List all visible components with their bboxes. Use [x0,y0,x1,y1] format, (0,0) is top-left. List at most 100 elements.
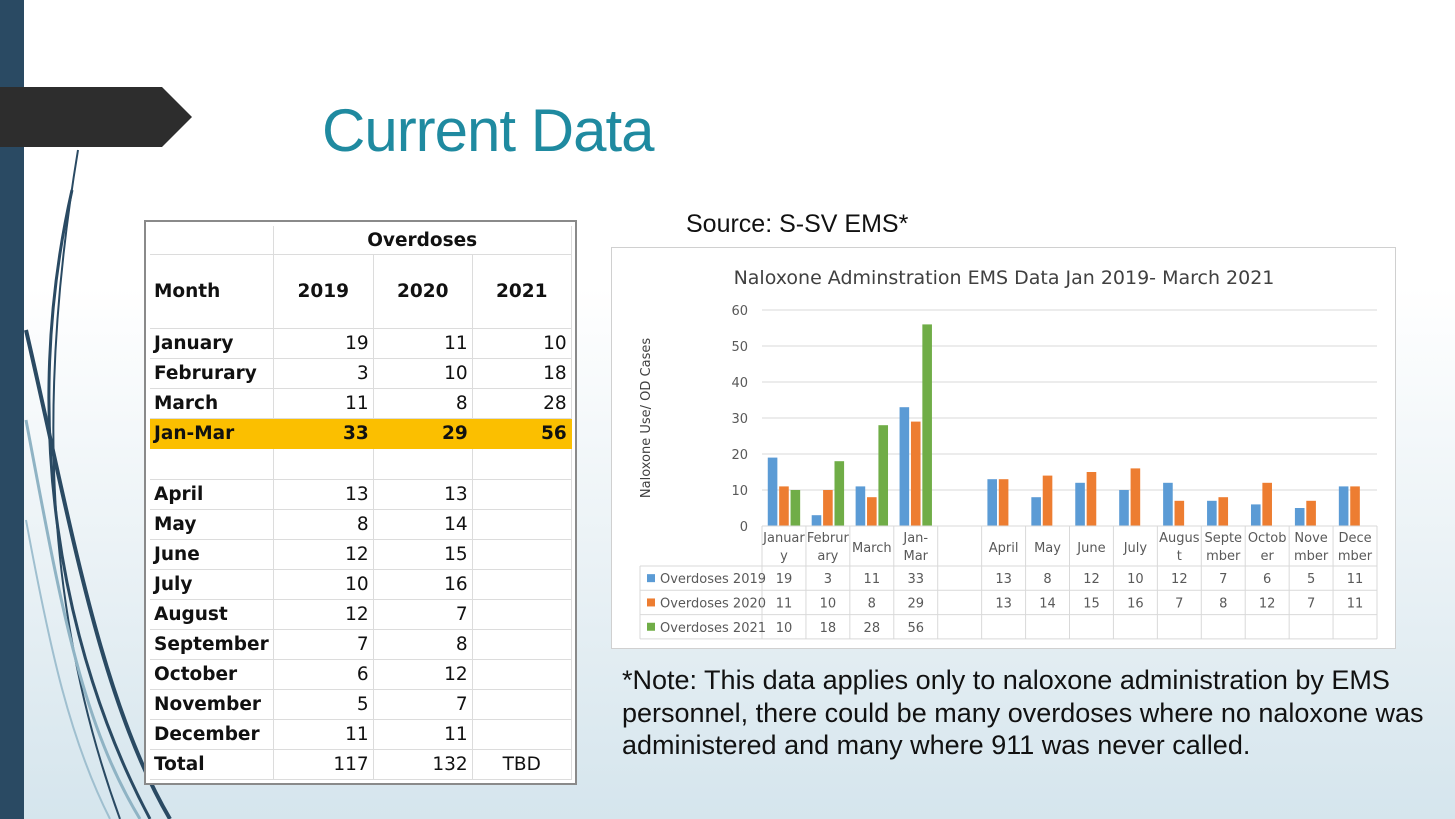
table-month-cell: November [150,689,274,720]
bar [1218,497,1229,526]
data-label: 33 [907,572,924,587]
x-tick-label: Februr [807,531,850,546]
x-tick-label: Octob [1248,531,1287,546]
table-value-cell: 13 [373,479,473,510]
x-tick-label: July [1123,541,1148,556]
table-value-cell: 8 [373,388,473,419]
bar [1119,490,1129,526]
data-label: 13 [995,596,1012,611]
x-tick-label: mber [1294,549,1329,564]
table-month-cell: August [150,599,274,630]
legend-swatch [647,598,655,607]
table-value-cell: 5 [273,689,374,720]
data-label: 14 [1039,596,1056,611]
bar [867,497,877,526]
legend-swatch [647,622,655,631]
bar [1294,508,1305,526]
table-total-value: TBD [472,749,572,780]
table-row: August 12 7 [150,599,572,630]
table-month-cell: October [150,659,274,690]
table-month-cell: March [150,388,274,419]
table-value-cell: 18 [472,358,572,389]
bar [823,490,833,526]
table-month-cell: Februrary [150,358,274,389]
legend-entry: Overdoses 2021 [660,621,766,636]
table-value-cell: 10 [472,328,572,359]
bar [899,407,910,526]
y-tick-label: 20 [731,448,748,463]
table-value-cell [472,479,572,510]
data-label: 3 [824,572,832,587]
overdoses-table: Overdoses Month 2019 2020 2021 January 19 11 10 F… [150,226,572,780]
table-value-cell [472,599,572,630]
x-tick-label: Augus [1159,531,1200,546]
data-label: 8 [868,596,876,611]
bar [1075,482,1085,526]
table-value-cell: 11 [373,719,473,750]
table-month-cell: July [150,569,274,600]
y-tick-label: 30 [731,412,748,427]
data-label: 11 [776,596,793,611]
table-value-cell: 14 [373,509,473,540]
data-label: 28 [864,621,881,636]
chart-canvas: Naloxone Adminstration EMS Data Jan 2019… [639,267,1378,640]
bar [987,479,998,526]
table-total-label: Total [150,749,274,780]
x-tick-label: y [780,549,788,564]
x-tick-label: mber [1338,549,1373,564]
y-axis-label: Naloxone Use/ OD Cases [639,338,654,498]
table-month-cell: December [150,719,274,750]
table-value-cell: 8 [373,629,473,660]
data-label: 16 [1127,596,1144,611]
x-tick-label: Septe [1204,531,1242,546]
table-value-cell [472,659,572,690]
table-value-cell [472,629,572,660]
table-value-cell: 12 [273,539,374,570]
x-tick-label: Januar [762,531,805,546]
decorative-swoosh [24,149,172,819]
data-label: 10 [1127,572,1144,587]
table-spacer-row [150,448,572,480]
data-label: 11 [1347,596,1364,611]
x-tick-label: Mar [903,549,928,564]
bar [910,421,921,526]
table-spacer-cell [373,448,473,480]
x-tick-label: May [1034,541,1061,556]
data-label: 15 [1083,596,1100,611]
x-tick-label: Dece [1338,531,1371,546]
x-tick-label: mber [1206,549,1241,564]
bar [1174,500,1185,526]
bar [1338,486,1349,526]
data-label: 8 [1043,572,1051,587]
data-label: 11 [864,572,881,587]
bar [834,461,845,526]
table-value-cell: 28 [472,388,572,419]
table-value-cell: 15 [373,539,473,570]
table-group-header: Overdoses [273,226,572,255]
table-value-cell [472,509,572,540]
table-value-cell: 7 [373,689,473,720]
y-tick-label: 40 [731,376,748,391]
x-tick-label: ary [817,549,838,564]
table-value-cell [472,689,572,720]
table-value-cell: 12 [273,599,374,630]
table-header-cell: 2021 [472,254,572,329]
table-value-cell: 7 [273,629,374,660]
bar [878,425,889,526]
data-label: 29 [907,596,924,611]
table-row: April 13 13 [150,479,572,510]
table-month-cell: Jan-Mar [150,418,274,449]
chart-title: Naloxone Adminstration EMS Data Jan 2019… [734,267,1275,289]
table-header-cell: Month [150,254,274,329]
table-spacer-cell [472,448,572,480]
table-row: May 8 14 [150,509,572,540]
bar [1350,486,1360,526]
source-label: Source: S-SV EMS* [686,210,909,238]
table-group-header-row: Overdoses [150,226,572,255]
bar [790,490,801,526]
table-header-cell: 2020 [373,254,473,329]
table-value-cell: 56 [472,418,572,449]
x-tick-label: March [852,541,892,556]
table-value-cell: 13 [273,479,374,510]
data-label: 56 [907,621,924,636]
